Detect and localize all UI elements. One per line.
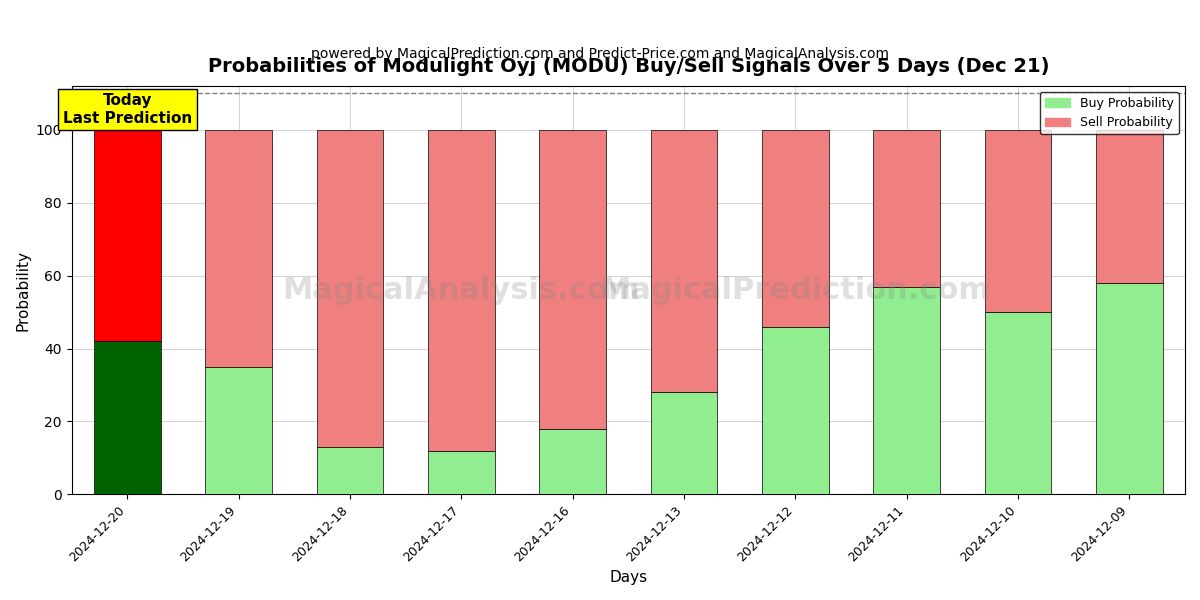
Bar: [205, 130, 272, 367]
Text: MagicalPrediction.com: MagicalPrediction.com: [600, 275, 990, 305]
Bar: [94, 341, 161, 494]
Bar: [762, 130, 829, 326]
Bar: [428, 130, 494, 451]
Bar: [428, 451, 494, 494]
Bar: [650, 392, 718, 494]
Bar: [317, 130, 383, 447]
Bar: [1096, 130, 1163, 283]
Bar: [94, 130, 161, 341]
Bar: [874, 130, 940, 287]
Bar: [205, 367, 272, 494]
Y-axis label: Probability: Probability: [16, 250, 30, 331]
Bar: [874, 287, 940, 494]
Text: powered by MagicalPrediction.com and Predict-Price.com and MagicalAnalysis.com: powered by MagicalPrediction.com and Pre…: [311, 47, 889, 61]
Bar: [762, 326, 829, 494]
Bar: [317, 447, 383, 494]
Text: MagicalAnalysis.com: MagicalAnalysis.com: [282, 275, 640, 305]
Bar: [539, 429, 606, 494]
Text: Today
Last Prediction: Today Last Prediction: [62, 93, 192, 125]
Bar: [1096, 283, 1163, 494]
X-axis label: Days: Days: [610, 570, 647, 585]
Bar: [650, 130, 718, 392]
Bar: [984, 312, 1051, 494]
Legend: Buy Probability, Sell Probability: Buy Probability, Sell Probability: [1040, 92, 1178, 134]
Bar: [539, 130, 606, 429]
Bar: [984, 130, 1051, 312]
Title: Probabilities of Modulight Oyj (MODU) Buy/Sell Signals Over 5 Days (Dec 21): Probabilities of Modulight Oyj (MODU) Bu…: [208, 57, 1049, 76]
